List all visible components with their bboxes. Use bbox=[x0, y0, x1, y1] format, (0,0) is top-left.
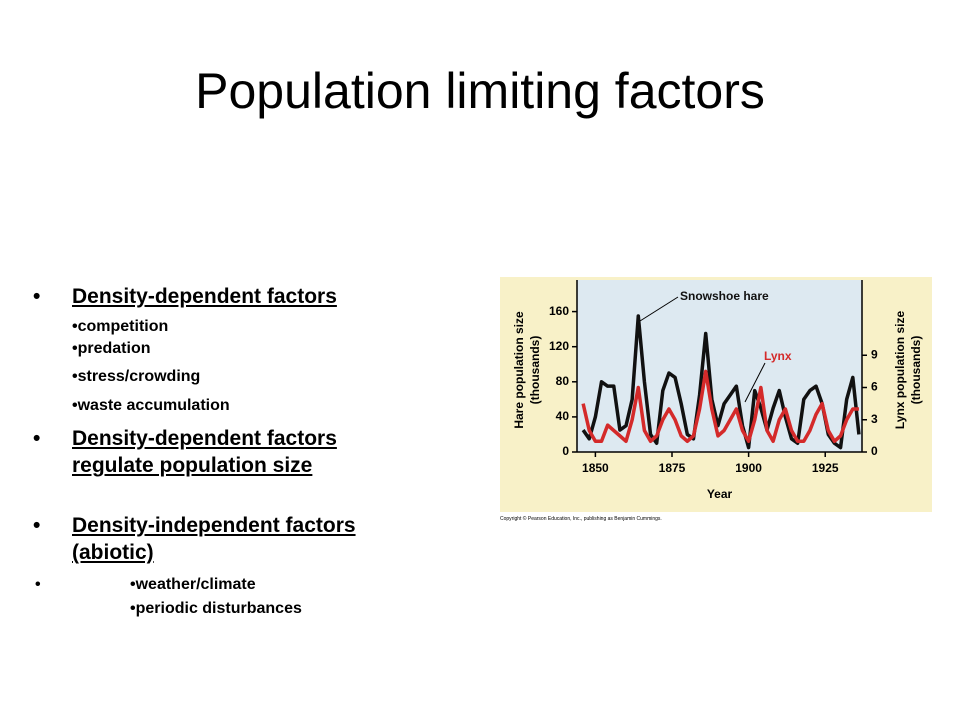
bullet: Density-independent factors bbox=[72, 514, 356, 537]
x-tick-label: 1900 bbox=[735, 461, 762, 475]
sub-bullet: •weather/climate bbox=[130, 576, 256, 593]
bullet: (abiotic) bbox=[72, 541, 154, 564]
copyright: Copyright © Pearson Education, Inc., pub… bbox=[500, 516, 662, 522]
y2-axis-label: Lynx population size bbox=[893, 311, 907, 430]
y-tick-label: 0 bbox=[562, 444, 569, 458]
y-tick-label: 80 bbox=[556, 374, 570, 388]
sub-bullet: •periodic disturbances bbox=[130, 600, 302, 617]
y-tick-label: 120 bbox=[549, 339, 569, 353]
annotation-leader bbox=[639, 296, 679, 322]
y2-tick-label: 6 bbox=[871, 380, 878, 394]
bullet-marker: • bbox=[33, 514, 41, 537]
series-annotation: Snowshoe hare bbox=[680, 289, 769, 303]
y2-tick-label: 3 bbox=[871, 412, 878, 426]
slide-title: Population limiting factors bbox=[195, 63, 765, 119]
sub-bullet: •competition bbox=[72, 318, 169, 335]
y-tick-label: 40 bbox=[556, 409, 570, 423]
bullet: Density-dependent factors bbox=[72, 285, 337, 308]
y2-tick-label: 9 bbox=[871, 347, 878, 361]
y-axis-label: Hare population size bbox=[512, 311, 526, 429]
x-tick-label: 1875 bbox=[659, 461, 686, 475]
sub-bullet: •predation bbox=[72, 340, 151, 357]
x-tick-label: 1850 bbox=[582, 461, 609, 475]
y2-tick-label: 0 bbox=[871, 444, 878, 458]
bullet-marker: • bbox=[33, 285, 41, 308]
sub-bullet: •stress/crowding bbox=[72, 368, 201, 385]
series-line bbox=[581, 369, 859, 443]
series-annotation: Lynx bbox=[764, 349, 792, 363]
y-axis-label: (thousands) bbox=[528, 336, 542, 405]
y2-axis-label: (thousands) bbox=[909, 336, 923, 405]
x-tick-label: 1925 bbox=[812, 461, 839, 475]
series-line bbox=[581, 314, 861, 450]
bullet-marker: • bbox=[35, 576, 41, 593]
y-tick-label: 160 bbox=[549, 304, 569, 318]
sub-bullet: •waste accumulation bbox=[72, 397, 230, 414]
bullet: regulate population size bbox=[72, 454, 313, 477]
x-axis-label: Year bbox=[707, 487, 733, 501]
bullet-marker: • bbox=[33, 427, 41, 450]
annotation-leader bbox=[744, 362, 766, 403]
bullet: Density-dependent factors bbox=[72, 427, 337, 450]
